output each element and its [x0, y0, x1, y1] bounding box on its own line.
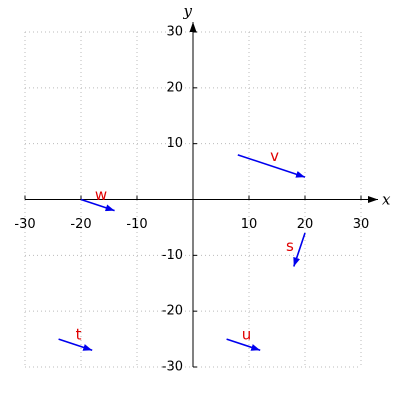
vector-label: u: [242, 326, 252, 344]
vector-label: s: [286, 237, 294, 255]
vector: [226, 338, 261, 352]
y-tick-label: -20: [162, 304, 183, 319]
x-tick-label: -10: [126, 217, 147, 232]
vector-label: t: [76, 326, 82, 344]
vectors: v w s t u: [58, 147, 306, 352]
x-tick-label: 30: [353, 217, 370, 232]
x-tick-label: 10: [241, 217, 258, 232]
x-tick-label: -30: [14, 217, 35, 232]
y-tick-label: 20: [166, 80, 183, 95]
y-tick-label: -10: [162, 248, 183, 263]
vector-label: v: [270, 147, 279, 165]
x-tick-label: 20: [297, 217, 314, 232]
vector: [80, 198, 115, 212]
y-axis-title: y: [183, 2, 193, 20]
vector: [58, 338, 93, 352]
x-tick-label: -20: [70, 217, 91, 232]
y-tick-label: 30: [166, 25, 183, 40]
vector-label: w: [95, 186, 107, 204]
vector: [237, 154, 306, 178]
vector: [293, 232, 306, 267]
y-tick-label: 10: [166, 136, 183, 151]
x-axis-title: x: [382, 191, 391, 209]
axes: -30 -20 -10 10 20 30 -30 -20 -10 10 20 30 x y: [14, 2, 391, 375]
y-tick-label: -30: [162, 360, 183, 375]
